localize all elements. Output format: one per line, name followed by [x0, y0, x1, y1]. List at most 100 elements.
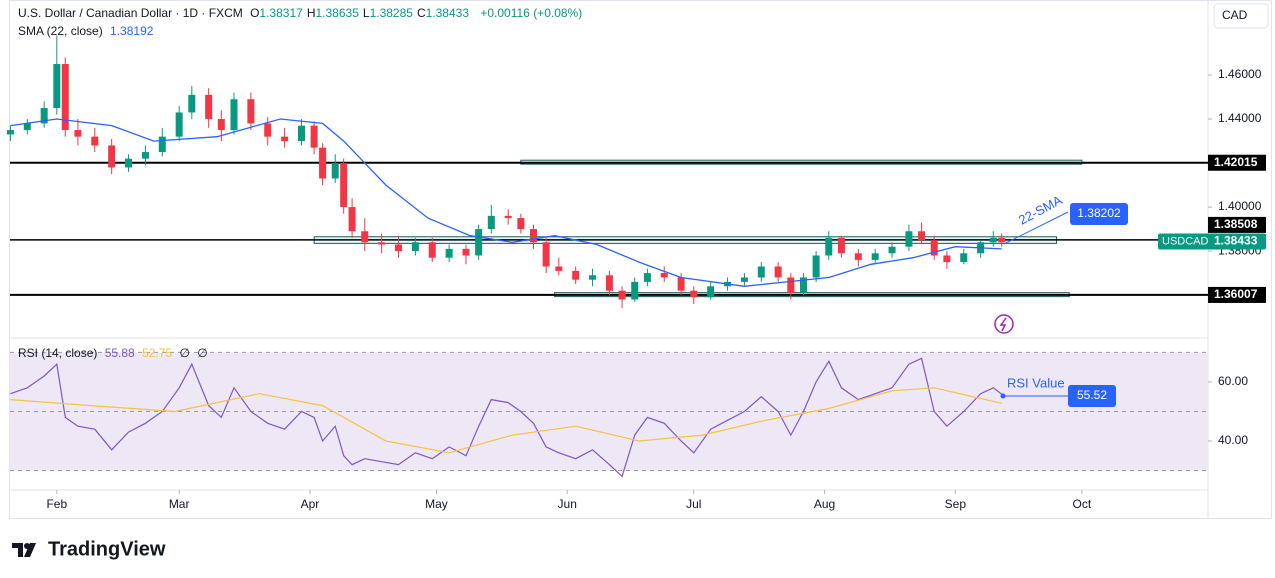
callout-note: 22-SMA	[1016, 192, 1065, 227]
candle-body	[53, 64, 61, 109]
candle-body	[264, 123, 272, 137]
y-tick-label: 1.46000	[1218, 67, 1262, 81]
candle-body	[529, 229, 537, 243]
sma-name: SMA (22, close)	[18, 24, 103, 38]
candle-body	[108, 145, 116, 168]
candle-body	[740, 277, 748, 282]
candle-body	[787, 277, 795, 293]
candle-body	[589, 275, 597, 280]
frame	[9, 0, 1272, 519]
candle-body	[871, 253, 879, 260]
level-label-box	[1208, 154, 1266, 171]
rsi-value: 55.88	[104, 346, 135, 360]
level-label-box	[1208, 216, 1266, 233]
candle-body	[310, 125, 318, 148]
ohlc-value: 1.38317	[259, 6, 303, 20]
candle-body	[690, 290, 698, 298]
candle-body	[462, 248, 470, 256]
candle-body	[6, 130, 14, 135]
candle-body	[918, 231, 926, 241]
x-tick-label: Oct	[1073, 497, 1092, 511]
callout-box	[1070, 203, 1128, 225]
callout-value: 55.52	[1077, 388, 1107, 402]
x-tick-label: Sep	[945, 497, 967, 511]
candle-body	[837, 237, 845, 254]
candle-body	[361, 231, 369, 243]
candle-body	[812, 255, 820, 278]
candle-body	[247, 99, 255, 124]
candle-body	[378, 242, 386, 245]
y-tick-label: 60.00	[1218, 374, 1248, 388]
candle-body	[61, 64, 69, 131]
ohlc: O1.38317 H1.38635 L1.38285 C1.38433	[250, 6, 473, 20]
callout-note: RSI Value	[1007, 375, 1065, 390]
ohlc-value: 1.38635	[315, 6, 359, 20]
candle-body	[605, 275, 613, 291]
callout-arrow	[1003, 211, 1069, 245]
candle-body	[707, 286, 715, 298]
candle-body	[572, 270, 580, 280]
candle-body	[217, 119, 225, 131]
y-tick-label: 1.44000	[1218, 111, 1262, 125]
x-tick-label: May	[425, 497, 448, 511]
candle-body	[542, 242, 550, 267]
indicator-line	[10, 387, 1002, 454]
candle-body	[281, 136, 289, 142]
candle-body	[888, 246, 896, 254]
candle-body	[230, 99, 238, 131]
rsi-name: RSI (14, close)	[18, 346, 98, 360]
ohlc-value: 1.38433	[425, 6, 470, 20]
rsi-legend: RSI (14, close) 55.88 52.75 ∅ ∅	[18, 346, 212, 360]
level-label: 1.42015	[1214, 155, 1258, 169]
candle-body	[340, 163, 348, 208]
candle-body	[517, 218, 525, 230]
ohlc-label: O	[250, 6, 260, 20]
candle-body	[74, 130, 82, 137]
candle-body	[854, 253, 862, 260]
candle-body	[158, 136, 166, 153]
candle-body	[799, 277, 807, 293]
candle-body	[825, 237, 833, 256]
candle-body	[555, 266, 563, 271]
candle-body	[757, 266, 765, 278]
candle-body	[175, 112, 183, 137]
sma-legend: SMA (22, close) 1.38192	[18, 24, 157, 38]
rsi-ma-value: 52.75	[142, 346, 173, 360]
logo-mark	[12, 543, 36, 557]
alert-icon[interactable]	[994, 314, 1014, 334]
x-tick-label: Jun	[558, 497, 577, 511]
ohlc-label: C	[416, 6, 426, 20]
candle-body	[487, 215, 495, 230]
callout-box	[1068, 385, 1116, 407]
last-price-value: 1.38433	[1214, 234, 1258, 248]
y-tick-label: 1.40000	[1218, 199, 1262, 213]
last-price-symbol: USDCAD	[1162, 235, 1209, 247]
level-label: 1.38508	[1214, 217, 1258, 231]
candle-body	[40, 108, 48, 124]
candle-body	[445, 248, 453, 258]
candle-body	[297, 125, 305, 142]
change: +0.00116 (+0.08%)	[480, 6, 583, 20]
candle-body	[205, 94, 213, 120]
candle-body	[188, 94, 196, 113]
candle-body	[774, 266, 782, 278]
ohlc-label: H	[306, 6, 316, 20]
candle-body	[943, 255, 951, 263]
alert-bolt	[999, 317, 1007, 332]
candle-body	[631, 281, 639, 300]
candle-body	[677, 277, 685, 291]
currency[interactable]: CAD	[1222, 8, 1248, 22]
last-price-box	[1158, 233, 1266, 250]
callout-value: 1.38202	[1077, 206, 1121, 220]
x-tick-label: Feb	[46, 497, 67, 511]
ohlc-value: 1.38285	[369, 6, 413, 20]
currency-button[interactable]	[1213, 3, 1269, 29]
y-tick-label: 40.00	[1218, 433, 1248, 447]
rsi-extra: ∅	[179, 346, 190, 360]
symbol-title: U.S. Dollar / Canadian Dollar · 1D · FXC…	[18, 6, 243, 20]
candle-body	[960, 253, 968, 263]
x-tick-label: Mar	[169, 497, 190, 511]
candle-body	[395, 244, 403, 252]
